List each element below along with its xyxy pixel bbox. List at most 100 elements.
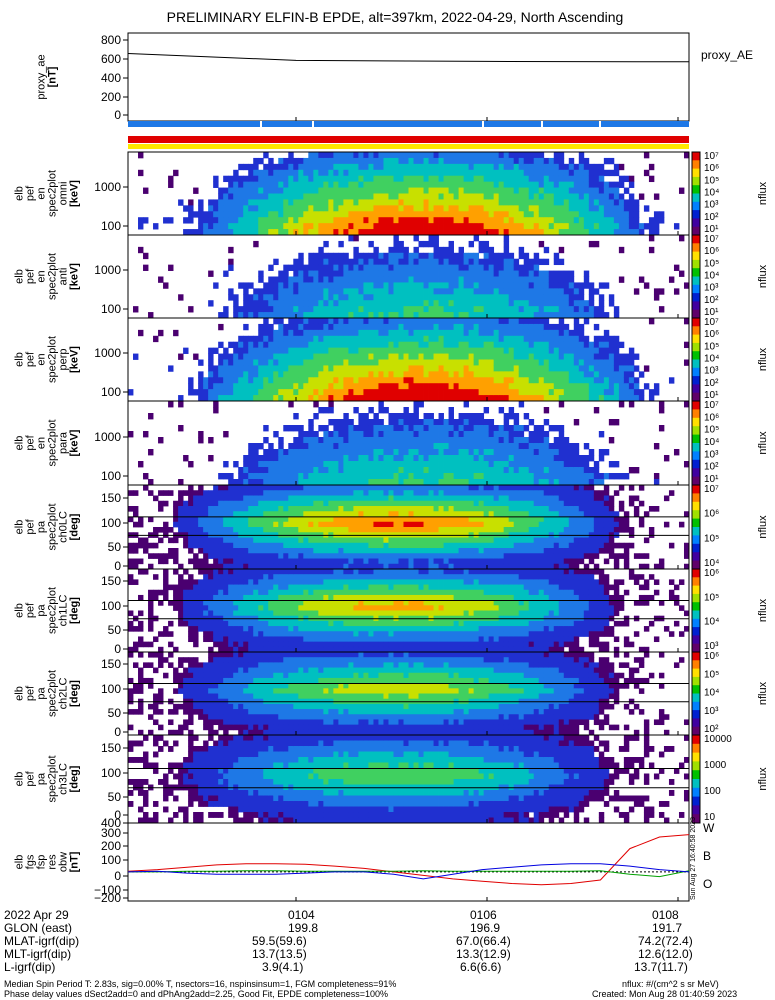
spectrogram-cell — [503, 377, 510, 384]
spectrogram-cell — [198, 506, 204, 512]
spectrogram-cell — [543, 335, 550, 343]
spectrogram-cell — [518, 479, 525, 486]
spectrogram-cell — [408, 229, 414, 236]
spectrogram-cell — [523, 461, 530, 468]
spectrogram-cell — [438, 270, 444, 277]
spectrogram-cell — [553, 312, 560, 319]
spectrogram-cell — [553, 371, 560, 378]
spectrogram-cell — [228, 553, 234, 559]
spectrogram-cell — [478, 389, 485, 396]
spectrogram-cell — [353, 306, 359, 313]
spectrogram-cell — [308, 323, 314, 331]
spectrogram-cell — [568, 169, 575, 177]
spectrogram-cell — [298, 455, 304, 462]
spectrogram-cell — [233, 383, 239, 390]
spectrogram-cell — [493, 306, 500, 313]
spectrogram-cell — [618, 377, 625, 384]
spectrogram-cell — [613, 229, 620, 236]
spectrogram-cell — [313, 437, 319, 444]
spectrogram-cell — [438, 217, 444, 224]
spectrogram-cell — [343, 306, 349, 313]
spectrogram-cell — [473, 395, 480, 402]
spectrogram-cell — [223, 516, 229, 523]
spectrogram-cell — [568, 187, 575, 194]
spectrogram-cell — [443, 252, 449, 260]
spectrogram-cell — [393, 490, 399, 496]
spectrogram-cell — [358, 377, 364, 384]
spectrogram-cell — [298, 461, 304, 468]
spectrogram-cell — [593, 288, 600, 295]
spectrogram-cell — [258, 495, 264, 502]
spectrogram-cell — [328, 229, 334, 236]
spectrogram-cell — [548, 323, 555, 331]
spectrogram-cell — [453, 294, 459, 301]
spectrogram-cell — [618, 371, 625, 378]
spectrogram-cell — [323, 163, 329, 171]
spectrogram-cell — [388, 312, 394, 319]
spectrogram-cell — [253, 353, 259, 360]
spectrogram-cell — [558, 282, 565, 289]
spectrogram-cell — [368, 181, 374, 188]
spectrogram-cell — [568, 217, 575, 224]
spectrogram-cell — [233, 461, 239, 468]
spectrogram-cell — [293, 157, 299, 165]
spectrogram-cell — [338, 542, 344, 549]
spectrogram-cell — [483, 527, 490, 533]
spectrogram-cell — [633, 353, 640, 360]
spectrogram-cell — [518, 467, 525, 474]
spectrogram-cell — [303, 276, 309, 283]
spectrogram-cell — [198, 485, 204, 491]
spectrogram-cell — [238, 389, 244, 396]
spectrogram-cell — [438, 229, 444, 236]
spectrogram-cell — [298, 449, 304, 456]
spectrogram-cell — [373, 323, 379, 331]
spectrogram-cell — [258, 211, 264, 218]
spectrogram-cell — [338, 500, 344, 507]
spectrogram-cell — [513, 152, 520, 159]
spectrogram-cell — [518, 443, 525, 450]
spectrogram-cell — [318, 318, 324, 325]
spectrogram-cell — [313, 282, 319, 289]
spectrogram-cell — [348, 335, 354, 343]
spectrogram-cell — [323, 223, 329, 230]
spectrogram-cell — [388, 347, 394, 354]
spectrogram-cell — [243, 506, 249, 512]
spectrogram-cell — [363, 413, 369, 420]
spectrogram-cell — [583, 455, 590, 462]
spectrogram-cell — [558, 312, 565, 319]
spectrogram-cell — [228, 258, 234, 266]
spectrogram-cell — [238, 485, 244, 491]
spectrogram-cell — [493, 288, 500, 295]
spectrogram-cell — [338, 175, 344, 183]
spectrogram-cell — [608, 365, 615, 372]
spectrogram-cell — [398, 335, 404, 343]
spectrogram-cell — [438, 542, 444, 549]
spectrogram-cell — [528, 205, 535, 212]
spectrogram-cell — [203, 495, 209, 502]
spectrogram-cell — [288, 563, 294, 570]
spectrogram-cell — [248, 461, 254, 468]
spectrogram-cell — [543, 437, 550, 444]
spectrogram-cell — [423, 323, 429, 331]
spectrogram-cell — [558, 425, 565, 432]
spectrogram-cell — [243, 548, 249, 554]
spectrogram-cell — [593, 193, 600, 200]
spectrogram-cell — [293, 377, 299, 384]
spectrogram-cell — [508, 371, 515, 378]
spectrogram-cell — [433, 329, 439, 337]
spectrogram-cell — [128, 542, 134, 549]
spectrogram-cell — [373, 537, 379, 544]
spectrogram-cell — [298, 521, 304, 528]
spectrogram-cell — [473, 506, 480, 512]
spectrogram-cell — [278, 187, 284, 194]
spectrogram-cell — [418, 288, 424, 295]
spectrogram-cell — [293, 223, 299, 230]
spectrogram-cells-perp — [128, 318, 690, 402]
spectrogram-cell — [328, 157, 334, 165]
spectrogram-cell — [608, 223, 615, 230]
spectrogram-cell — [413, 553, 419, 559]
spectrogram-cell — [283, 229, 289, 236]
spectrogram-cell — [288, 506, 294, 512]
spectrogram-cell — [253, 223, 259, 230]
spectrogram-cell — [203, 506, 209, 512]
